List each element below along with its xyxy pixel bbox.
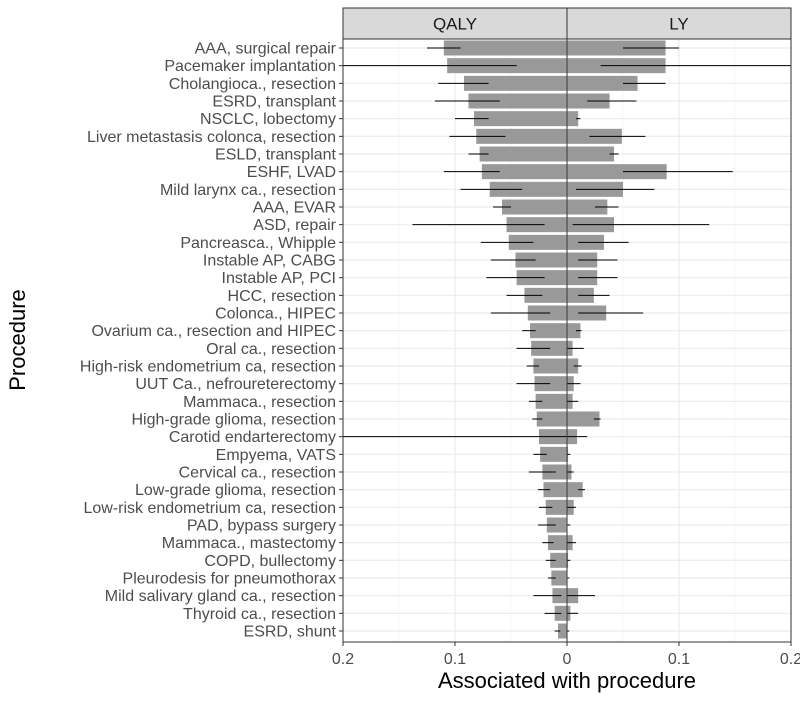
y-category-label: ESRD, shunt	[244, 624, 337, 641]
panel-qaly: QALY 0.2 0.1 0	[332, 7, 572, 668]
y-category-label: ESLD, transplant	[215, 147, 337, 164]
bar	[567, 358, 579, 374]
bar	[547, 535, 567, 551]
bar	[481, 164, 567, 180]
bar	[443, 40, 567, 56]
y-category-label: Empyema, VATS	[216, 447, 336, 464]
bar	[536, 411, 567, 427]
y-category-label: COPD, bullectomy	[204, 553, 336, 570]
bar	[551, 570, 567, 586]
y-category-label: Carotid endarterectomy	[169, 429, 336, 446]
bar	[567, 146, 615, 162]
y-category-label: Low-risk endometrium ca, resection	[83, 500, 336, 517]
y-category-label: Low-grade glioma, resection	[135, 482, 336, 499]
y-category-label: High-risk endometrium ca, resection	[80, 359, 336, 376]
bar	[545, 499, 567, 515]
facet-strip	[566, 7, 792, 40]
y-category-label: Ovarium ca., resection and HIPEC	[91, 323, 336, 340]
bar	[515, 252, 567, 268]
y-category-label: ASD, repair	[253, 217, 336, 234]
bar	[550, 552, 567, 568]
y-category-label: Mild larynx ca., resection	[160, 182, 336, 199]
y-category-label: AAA, surgical repair	[195, 41, 337, 58]
bar	[533, 358, 567, 374]
y-category-label: NSCLC, lobectomy	[200, 111, 336, 128]
bar	[463, 75, 567, 91]
bar	[567, 482, 583, 498]
bar	[474, 111, 567, 127]
bar	[534, 376, 567, 392]
y-axis-title: Procedure	[5, 289, 30, 391]
bar	[468, 93, 567, 109]
x-tick-label: 0	[563, 651, 572, 668]
bar	[530, 323, 567, 339]
y-category-label: PAD, bypass surgery	[187, 518, 336, 535]
y-category-label: Cervical ca., resection	[179, 465, 336, 482]
bar	[489, 181, 567, 197]
y-category-label: Thyroid ca., resection	[183, 606, 336, 623]
x-tick-label: 0.2	[332, 651, 354, 668]
y-category-label: Instable AP, PCI	[222, 270, 336, 287]
y-category-label: Colonca., HIPEC	[215, 306, 336, 323]
bar	[479, 146, 567, 162]
y-category-label: Pleurodesis for pneumothorax	[123, 571, 336, 588]
y-category-label: Instable AP, CABG	[203, 253, 336, 270]
facet-strip-label: LY	[669, 15, 689, 34]
facet-strip-label: QALY	[433, 15, 477, 34]
y-category-label: Mammaca., resection	[183, 394, 336, 411]
bar	[508, 234, 567, 250]
y-category-label: Mild salivary gland ca., resection	[105, 588, 336, 605]
bar	[558, 623, 567, 639]
x-tick-label: 0.2	[780, 651, 800, 668]
y-category-label: Pacemaker implantation	[164, 58, 336, 75]
y-category-label: ESHF, LVAD	[247, 164, 336, 181]
panel-ly: LY 0.1 0.2	[566, 7, 800, 668]
y-category-label: High-grade glioma, resection	[131, 412, 336, 429]
bar	[543, 482, 567, 498]
y-category-label: AAA, EVAR	[253, 200, 336, 217]
y-category-label: ESRD, transplant	[212, 94, 336, 111]
bar	[546, 517, 567, 533]
bar	[540, 446, 567, 462]
y-category-label: UUT Ca., nefroureterectomy	[135, 376, 336, 393]
x-axis-title: Associated with procedure	[438, 668, 696, 693]
bar	[567, 199, 608, 215]
bar	[567, 111, 579, 127]
bar	[567, 323, 581, 339]
y-category-label: Liver metastasis colonca, resection	[87, 129, 336, 146]
bar	[524, 287, 567, 303]
bar	[535, 393, 567, 409]
bar	[567, 164, 667, 180]
bar	[476, 128, 567, 144]
facet-strip	[342, 7, 568, 40]
x-tick-label: 0.1	[668, 651, 690, 668]
y-category-label: Cholangioca., resection	[169, 76, 336, 93]
y-category-label: Pancreasca., Whipple	[180, 235, 336, 252]
y-category-label: HCC, resection	[228, 288, 336, 305]
y-category-label: Oral ca., resection	[206, 341, 336, 358]
bar	[567, 75, 638, 91]
bar	[567, 411, 600, 427]
bar	[502, 199, 567, 215]
y-category-label: Mammaca., mastectomy	[162, 535, 336, 552]
x-tick-label: 0.1	[444, 651, 466, 668]
bar	[567, 40, 666, 56]
